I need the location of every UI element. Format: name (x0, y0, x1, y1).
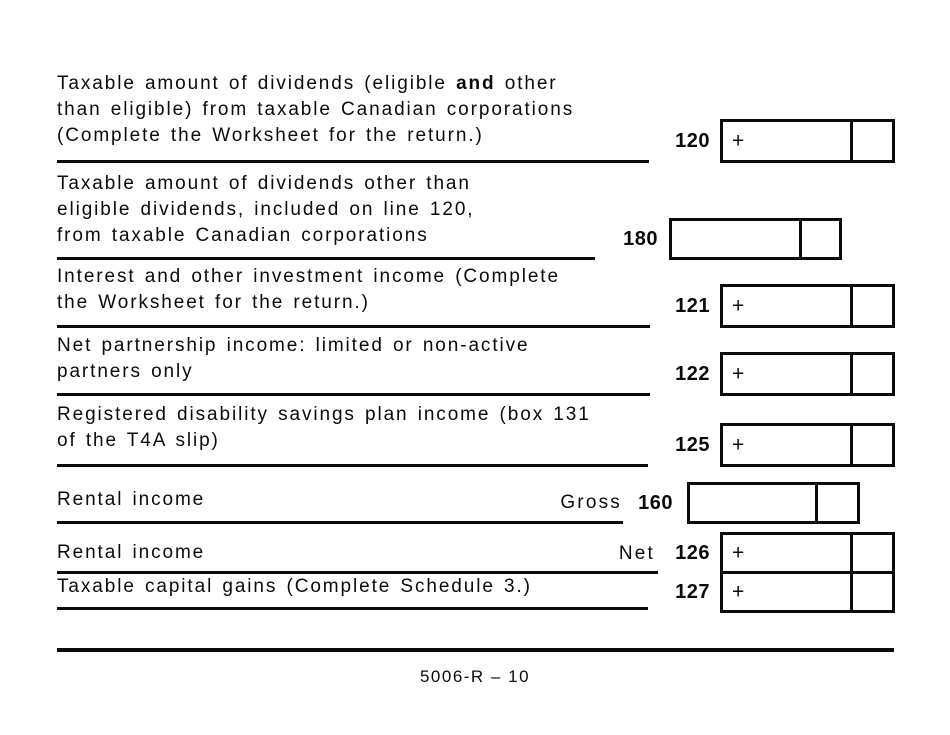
line-120-description-line1: Taxable amount of dividends (eligible an… (57, 73, 558, 94)
plus-icon: + (732, 362, 745, 386)
line-160-number: 160 (638, 492, 673, 514)
line-121-description: Interest and other investment income (Co… (57, 264, 560, 316)
line-121-amount-box: + (720, 284, 895, 328)
line-120-description-line3: (Complete the Worksheet for the return.) (57, 125, 484, 146)
line-127-dollars-field[interactable]: + (723, 574, 850, 610)
line-122-amount-box: + (720, 352, 895, 396)
line-160-description: Rental income (57, 487, 205, 513)
line-125-description: Registered disability savings plan incom… (57, 402, 591, 454)
line-125-description-line1: Registered disability savings plan incom… (57, 404, 591, 425)
line-120-underline (57, 160, 649, 163)
plus-icon: + (732, 541, 745, 565)
line-180-underline (57, 257, 595, 260)
line-120-description: Taxable amount of dividends (eligible an… (57, 71, 574, 149)
line-180-number: 180 (623, 228, 658, 250)
line-122-underline (57, 393, 650, 396)
line-120-amount-box: + (720, 119, 895, 163)
plus-icon: + (732, 129, 745, 153)
line-122-description-line2: partners only (57, 361, 194, 382)
line-122-description: Net partnership income: limited or non-a… (57, 333, 530, 385)
line-127-cents-field[interactable] (850, 574, 892, 610)
line-160-cents-field[interactable] (815, 485, 857, 521)
line-125-underline (57, 464, 648, 467)
line-121-description-line1: Interest and other investment income (Co… (57, 266, 560, 287)
line-180-description-line2: eligible dividends, included on line 120… (57, 199, 475, 220)
line-160-description-line1: Rental income (57, 489, 206, 510)
line-127-number: 127 (675, 581, 710, 603)
line-122-number: 122 (675, 363, 710, 385)
line-126-description: Rental income (57, 540, 205, 566)
line-125-cents-field[interactable] (850, 426, 892, 464)
page-footer: 5006-R – 10 (419, 667, 531, 686)
line-120-cents-field[interactable] (850, 122, 892, 160)
line-125-number: 125 (675, 434, 710, 456)
line-160-underline (57, 521, 623, 524)
line-120-dollars-field[interactable]: + (723, 122, 850, 160)
line-125-dollars-field[interactable]: + (723, 426, 850, 464)
line-121-dollars-field[interactable]: + (723, 287, 850, 325)
line-126-underline (57, 571, 658, 574)
line-180-description: Taxable amount of dividends other than e… (57, 171, 474, 249)
line-180-dollars-field[interactable] (672, 221, 799, 257)
line-127-description: Taxable capital gains (Complete Schedule… (57, 574, 532, 600)
line-160-dollars-field[interactable] (690, 485, 815, 521)
line-180-cents-field[interactable] (799, 221, 839, 257)
line-127-amount-box: + (720, 571, 895, 613)
line-126-cents-field[interactable] (850, 535, 892, 571)
line-122-cents-field[interactable] (850, 355, 892, 393)
line-120-description-line2: than eligible) from taxable Canadian cor… (57, 99, 575, 120)
line-160-gross-label: Gross (560, 492, 622, 513)
line-126-dollars-field[interactable]: + (723, 535, 850, 571)
line-120-number: 120 (675, 130, 710, 152)
plus-icon: + (732, 433, 745, 457)
line-125-amount-box: + (720, 423, 895, 467)
line-180-description-line1: Taxable amount of dividends other than (57, 173, 471, 194)
line-126-net-label: Net (618, 543, 655, 564)
plus-icon: + (732, 294, 745, 318)
plus-icon: + (732, 580, 745, 604)
line-127-underline (57, 607, 648, 610)
line-127-description-line1: Taxable capital gains (Complete Schedule… (57, 576, 532, 597)
line-180-description-line3: from taxable Canadian corporations (57, 225, 429, 246)
line-180-amount-box (669, 218, 842, 260)
line-121-description-line2: the Worksheet for the return.) (57, 292, 370, 313)
line-122-description-line1: Net partnership income: limited or non-a… (57, 335, 530, 356)
line-121-number: 121 (675, 295, 710, 317)
line-126-description-line1: Rental income (57, 542, 206, 563)
line-121-cents-field[interactable] (850, 287, 892, 325)
line-125-description-line2: of the T4A slip) (57, 430, 220, 451)
line-121-underline (57, 325, 650, 328)
footer-divider (57, 648, 894, 652)
line-160-amount-box (687, 482, 860, 524)
line-126-amount-box: + (720, 532, 895, 574)
line-122-dollars-field[interactable]: + (723, 355, 850, 393)
line-126-number: 126 (675, 542, 710, 564)
